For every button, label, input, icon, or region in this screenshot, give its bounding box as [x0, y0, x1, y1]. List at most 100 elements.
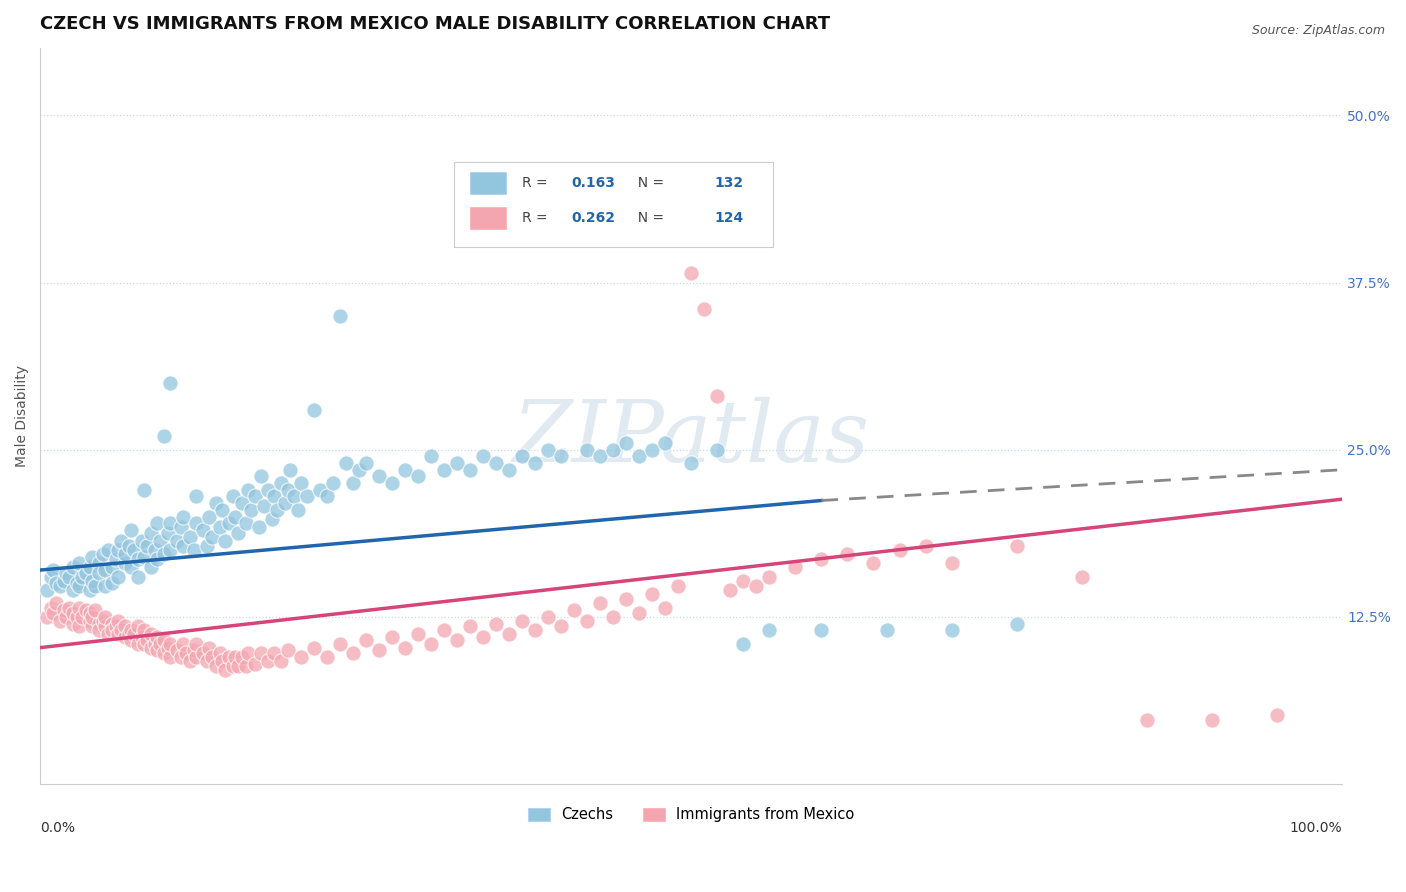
Point: [179, 530, 201, 544]
Point: [329, 309, 352, 323]
Point: [122, 543, 145, 558]
Point: [110, 533, 132, 548]
Point: [146, 552, 169, 566]
Point: [114, 547, 136, 561]
Text: N =: N =: [628, 211, 668, 225]
Text: N =: N =: [628, 176, 668, 190]
Point: [446, 632, 468, 647]
Point: [914, 539, 936, 553]
Point: [153, 429, 176, 443]
Point: [941, 557, 963, 571]
Point: [654, 600, 676, 615]
Point: [45, 597, 67, 611]
Point: [67, 557, 90, 571]
Point: [238, 646, 260, 660]
Point: [104, 552, 127, 566]
Point: [100, 560, 122, 574]
Text: 0.262: 0.262: [571, 211, 616, 225]
Point: [127, 619, 149, 633]
Point: [122, 627, 145, 641]
Point: [270, 476, 292, 491]
Point: [335, 456, 357, 470]
Point: [733, 574, 755, 588]
Point: [458, 619, 481, 633]
Point: [602, 610, 624, 624]
Point: [706, 389, 728, 403]
Point: [87, 624, 110, 638]
Point: [211, 654, 233, 668]
Point: [87, 557, 110, 571]
Point: [235, 659, 257, 673]
Point: [278, 463, 301, 477]
Point: [224, 650, 246, 665]
Point: [94, 619, 117, 633]
Point: [231, 650, 253, 665]
Point: [139, 525, 162, 540]
Text: R =: R =: [522, 211, 553, 225]
Point: [302, 402, 325, 417]
Point: [107, 614, 129, 628]
Point: [537, 442, 560, 457]
Point: [159, 516, 181, 531]
Point: [58, 570, 80, 584]
Point: [79, 614, 101, 628]
Point: [153, 547, 176, 561]
Text: 0.163: 0.163: [571, 176, 616, 190]
Point: [170, 520, 193, 534]
Point: [146, 630, 169, 644]
Point: [681, 266, 703, 280]
Point: [381, 630, 404, 644]
Point: [39, 600, 62, 615]
Point: [94, 610, 117, 624]
Point: [62, 616, 84, 631]
Point: [82, 549, 104, 564]
Point: [287, 503, 309, 517]
Point: [1005, 616, 1028, 631]
Point: [253, 499, 276, 513]
Point: [75, 566, 97, 580]
Point: [62, 583, 84, 598]
Point: [79, 560, 101, 574]
Text: 100.0%: 100.0%: [1289, 821, 1343, 835]
Point: [406, 469, 429, 483]
Text: Source: ZipAtlas.com: Source: ZipAtlas.com: [1251, 24, 1385, 37]
Point: [107, 570, 129, 584]
Point: [224, 509, 246, 524]
Point: [82, 574, 104, 588]
FancyBboxPatch shape: [470, 207, 506, 228]
Point: [1005, 539, 1028, 553]
Point: [354, 456, 377, 470]
Point: [235, 516, 257, 531]
Point: [1136, 713, 1159, 727]
Point: [186, 490, 208, 504]
Point: [149, 637, 172, 651]
Point: [214, 664, 236, 678]
Y-axis label: Male Disability: Male Disability: [15, 365, 30, 467]
Point: [654, 436, 676, 450]
Point: [65, 610, 87, 624]
Point: [186, 637, 208, 651]
Point: [118, 627, 141, 641]
Point: [322, 476, 344, 491]
Point: [226, 659, 249, 673]
Point: [75, 603, 97, 617]
FancyBboxPatch shape: [470, 172, 506, 194]
Point: [523, 456, 546, 470]
Point: [195, 539, 218, 553]
Point: [231, 496, 253, 510]
Point: [342, 476, 364, 491]
Point: [537, 610, 560, 624]
Point: [79, 583, 101, 598]
Point: [433, 463, 456, 477]
Point: [70, 610, 93, 624]
Point: [562, 188, 585, 202]
Point: [1070, 570, 1092, 584]
Point: [270, 654, 292, 668]
Point: [143, 543, 166, 558]
Point: [214, 533, 236, 548]
Point: [240, 503, 263, 517]
Point: [706, 442, 728, 457]
Point: [120, 560, 142, 574]
Point: [172, 637, 194, 651]
Point: [131, 533, 153, 548]
